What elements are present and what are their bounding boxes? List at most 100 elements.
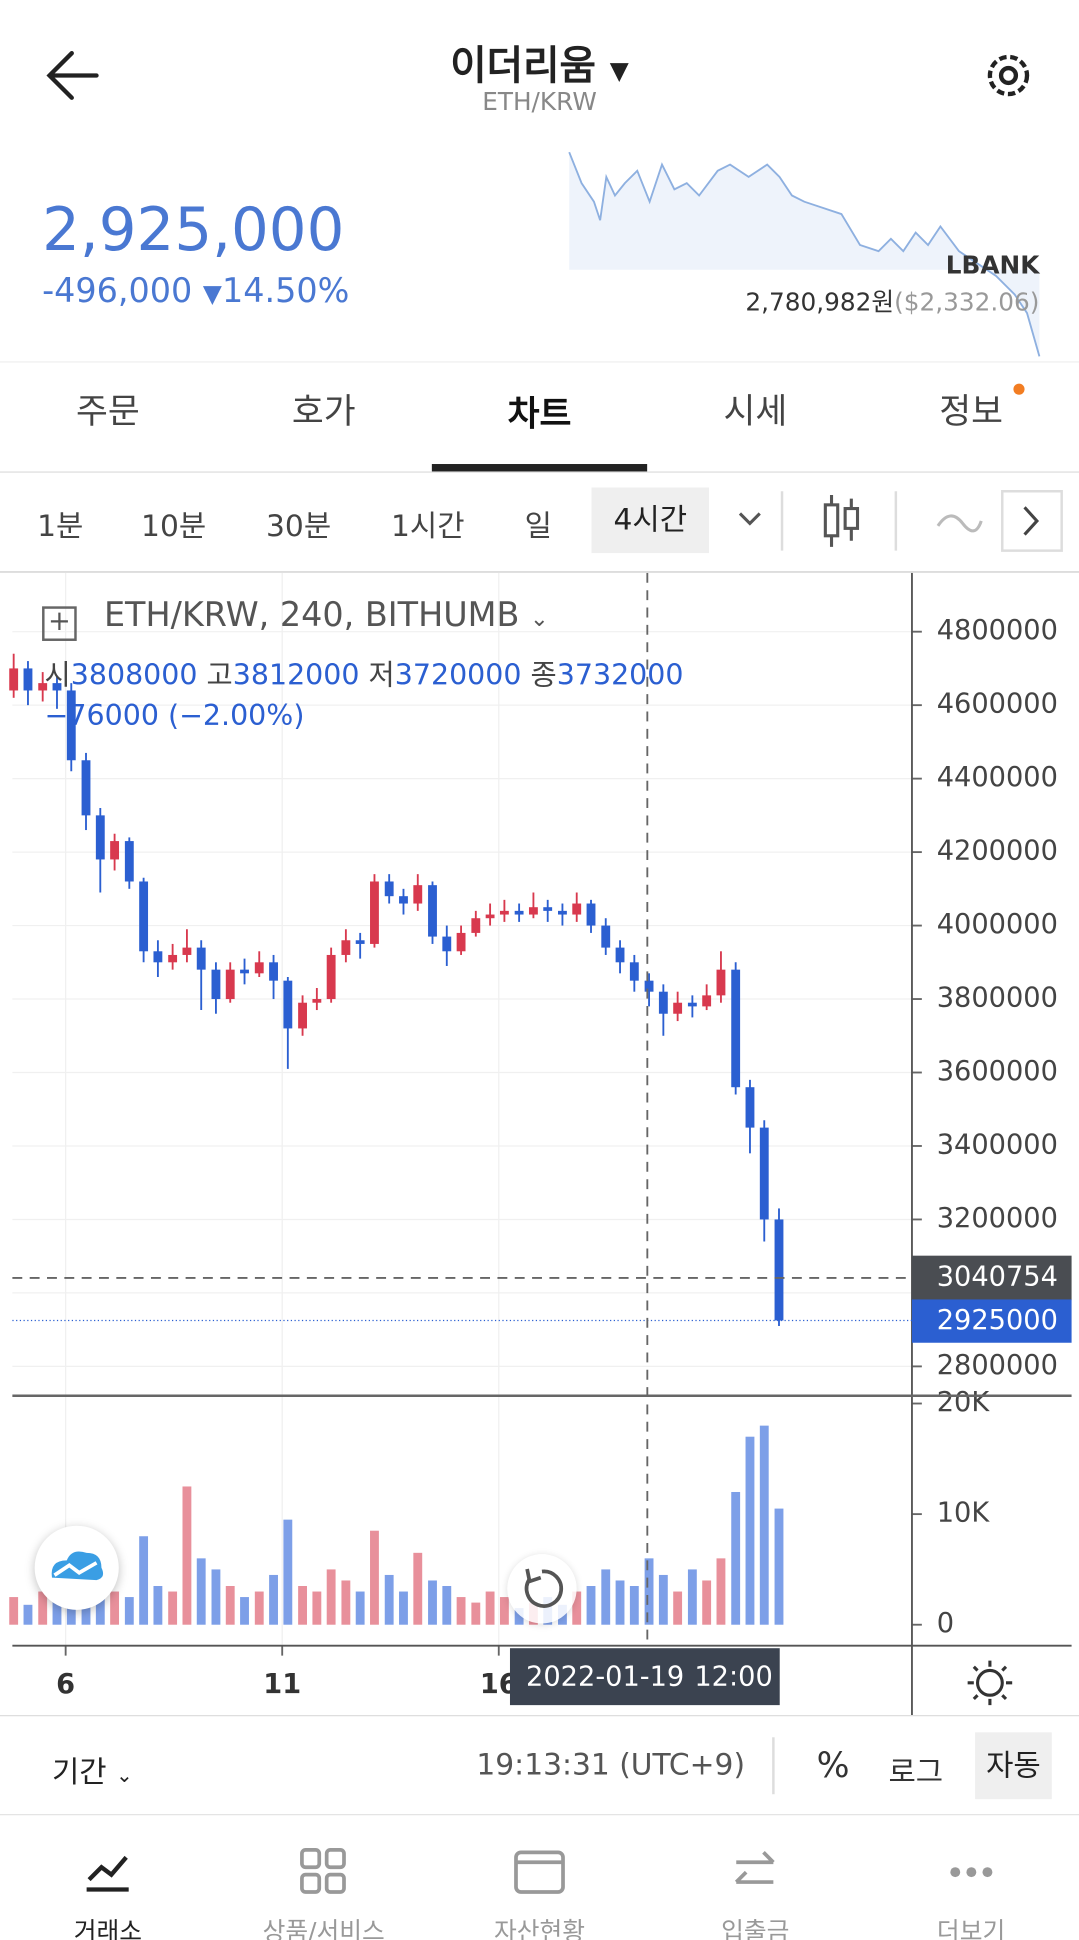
candle-body — [572, 903, 582, 915]
volume-bar — [124, 1597, 134, 1625]
nav-label: 거래소 — [73, 1916, 143, 1940]
candle-body — [23, 668, 33, 691]
candle-body — [413, 885, 423, 904]
nav-item[interactable]: 거래소 — [0, 1815, 216, 1940]
candle-body — [428, 885, 437, 937]
candle-body — [774, 1219, 784, 1321]
current-price: 2,925,000 — [42, 195, 345, 265]
tab[interactable]: 시세 — [723, 391, 788, 432]
indicator-button[interactable] — [936, 514, 983, 533]
period-button[interactable]: 기간 ⌄ — [51, 1754, 133, 1790]
percent-button[interactable]: % — [816, 1744, 850, 1786]
volume-bar — [52, 1600, 62, 1625]
nav-item[interactable]: 더보기 — [863, 1815, 1079, 1940]
candle-body — [52, 683, 62, 691]
y-tick-label: 3400000 — [937, 1129, 1058, 1160]
interval-option[interactable]: 30분 — [266, 508, 332, 544]
x-tick-label: 11 — [263, 1669, 301, 1700]
price-usd: ($2,332.06) — [894, 287, 1040, 317]
candle-body — [182, 947, 192, 955]
candle-body — [225, 969, 235, 1000]
volume-bar — [629, 1586, 639, 1625]
candle-body — [312, 999, 322, 1003]
reset-button[interactable] — [507, 1554, 577, 1624]
theme-button[interactable] — [965, 1658, 1014, 1707]
cloud-button[interactable] — [34, 1525, 119, 1610]
tab[interactable]: 호가 — [291, 391, 356, 432]
nav-item[interactable]: 상품/서비스 — [216, 1815, 432, 1940]
interval-option[interactable]: 1시간 — [391, 508, 465, 544]
volume-bar — [211, 1569, 221, 1625]
tab-bar: 주문 호가 차트 시세 정보 — [0, 361, 1079, 473]
settings-button[interactable] — [978, 45, 1040, 107]
volume-bar — [240, 1597, 249, 1625]
nav-item[interactable]: 자산현황 — [432, 1815, 648, 1940]
candle-body — [528, 907, 538, 915]
candle-body — [326, 954, 336, 1000]
volume-bar — [399, 1591, 408, 1625]
volume-bar — [312, 1591, 322, 1625]
volume-bar — [485, 1591, 495, 1625]
reference-label: 3040754 — [937, 1261, 1058, 1292]
y-tick-label: 2800000 — [937, 1350, 1058, 1381]
crosshair-date: 2022-01-19 — [526, 1661, 684, 1692]
volume-bar — [384, 1574, 394, 1625]
volume-bar — [514, 1608, 524, 1625]
volume-bar — [428, 1580, 437, 1625]
candle-body — [471, 918, 481, 933]
candle-body — [702, 995, 712, 1007]
candle-body — [514, 910, 524, 915]
candle-body — [644, 980, 654, 992]
price-change: -496,000 ▼14.50% — [42, 272, 350, 311]
volume-bar — [269, 1574, 278, 1625]
tab[interactable]: 주문 — [76, 391, 140, 432]
interval-dropdown[interactable] — [738, 512, 761, 526]
volume-bar — [731, 1491, 741, 1625]
next-button[interactable] — [1001, 490, 1063, 552]
tab[interactable]: 차트 — [431, 365, 648, 472]
volume-bar — [283, 1519, 293, 1625]
interval-option[interactable]: 일 — [524, 508, 552, 544]
candle-body — [168, 954, 178, 963]
nav-label: 더보기 — [936, 1916, 1006, 1940]
volume-bar — [658, 1574, 668, 1625]
candle-body — [586, 903, 596, 926]
candle-body — [731, 969, 741, 1088]
nav-item[interactable]: 입출금 — [647, 1815, 863, 1940]
nav-label: 입출금 — [721, 1916, 790, 1940]
chart-footer — [0, 1715, 1079, 1815]
title-row[interactable]: 이더리움 ▼ — [0, 35, 1079, 92]
candle-body — [629, 962, 639, 981]
ohlc-legend: 시3808000 고3812000 저3720000 종3732000 — [45, 651, 684, 693]
candle-body — [558, 910, 567, 915]
volume-bar — [9, 1597, 19, 1625]
interval-option[interactable]: 10분 — [141, 508, 207, 544]
volume-bar — [702, 1580, 712, 1625]
bottom-nav: 거래소 상품/서비스 자산현황 입출금 더보기 — [0, 1814, 1079, 1940]
volume-bar — [196, 1558, 206, 1625]
low-value: 3720000 — [394, 659, 522, 692]
log-button[interactable]: 로그 — [888, 1754, 944, 1790]
volume-bar — [499, 1597, 509, 1625]
candle-body — [81, 760, 91, 816]
y-tick-label: 4600000 — [937, 689, 1058, 720]
chart-type-button[interactable] — [823, 494, 860, 547]
volume-bar — [745, 1436, 755, 1625]
candle-body — [211, 969, 221, 1000]
volume-bar — [586, 1586, 596, 1625]
back-button[interactable] — [37, 45, 106, 107]
candle-body — [139, 881, 149, 952]
candle-body — [38, 683, 48, 691]
interval-option[interactable]: 4시간 — [591, 487, 710, 554]
tab[interactable]: 정보 — [939, 391, 1004, 432]
dropdown-arrow: ▼ — [609, 55, 629, 86]
candle-body — [716, 969, 726, 996]
candle-body — [269, 962, 278, 981]
chart-header[interactable]: + ETH/KRW, 240, BITHUMB ⌄ — [42, 596, 549, 641]
interval-option[interactable]: 1분 — [37, 508, 84, 544]
candle-body — [254, 962, 264, 974]
volume-bar — [759, 1425, 769, 1625]
candle-body — [95, 815, 105, 860]
auto-button[interactable]: 자동 — [975, 1732, 1052, 1800]
